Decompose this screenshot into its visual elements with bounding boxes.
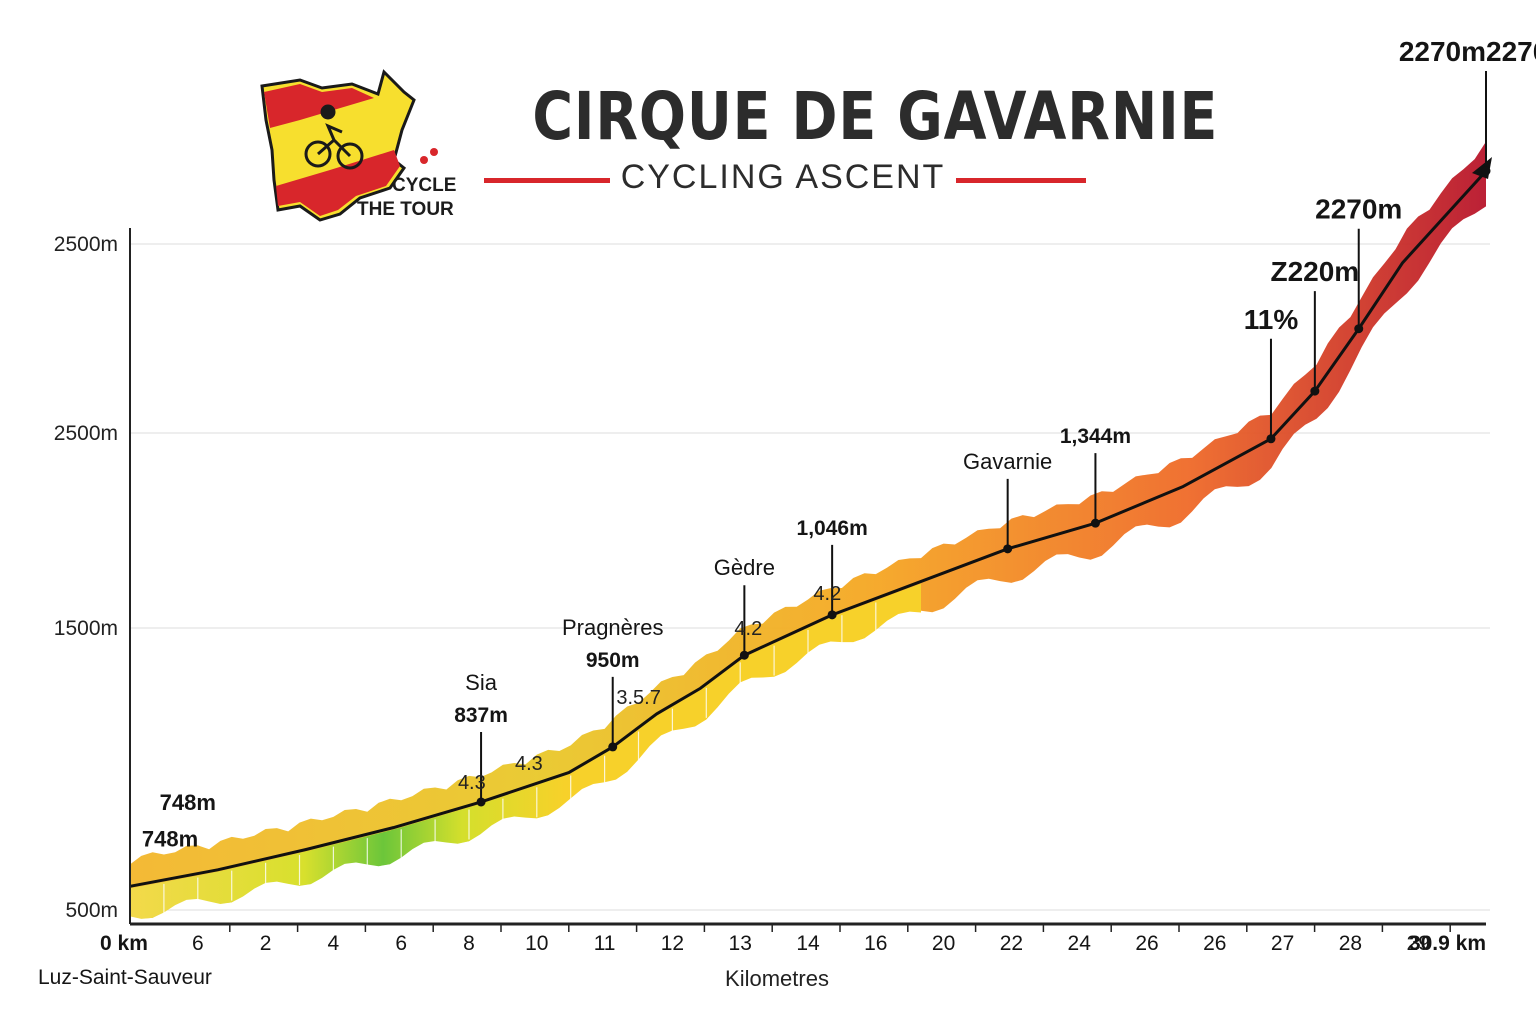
chart-title: CIRQUE DE GAVARNIE bbox=[532, 78, 1219, 155]
x-tick-label: 16 bbox=[864, 932, 887, 955]
subtitle-rule-right bbox=[956, 178, 1086, 183]
gradient-band bbox=[130, 583, 921, 919]
route-dot-icon bbox=[420, 156, 428, 164]
x-tick-label: 0 km bbox=[100, 932, 148, 955]
x-tick-label: 14 bbox=[796, 932, 820, 955]
waypoint-elevation-label: 2270m bbox=[1315, 194, 1402, 225]
x-tick-label: 10 bbox=[525, 932, 548, 955]
x-tick-label: 27 bbox=[1271, 932, 1294, 955]
waypoint-elevation-label: 837m bbox=[454, 704, 508, 727]
waypoint-dot bbox=[1090, 518, 1100, 528]
gradient-label: 3.5.7 bbox=[616, 687, 660, 709]
subtitle-rule-left bbox=[484, 178, 610, 183]
waypoint-dot bbox=[476, 797, 486, 807]
x-tick-label: 26 bbox=[1135, 932, 1158, 955]
x-tick-label: 26 bbox=[1203, 932, 1226, 955]
waypoint-callout: Gèdre bbox=[714, 555, 775, 660]
y-tick-label: 2500m bbox=[54, 233, 118, 256]
waypoint-elevation-label: 1,046m bbox=[797, 517, 868, 540]
gradient-label: 4.2 bbox=[734, 618, 762, 640]
x-tick-label: 4 bbox=[328, 932, 340, 955]
waypoint-elevation-label: 11% bbox=[1244, 304, 1299, 335]
waypoint-elevation-label: 748m bbox=[160, 790, 216, 815]
y-tick-label: 2500m bbox=[54, 422, 118, 445]
waypoint-dot bbox=[1354, 324, 1364, 334]
spain-map-stripe-bottom bbox=[276, 150, 400, 216]
x-tick-label: 12 bbox=[661, 932, 684, 955]
waypoint-callout: 950m Pragnères bbox=[562, 615, 664, 752]
waypoint-callout: 748m bbox=[160, 790, 216, 815]
waypoint-elevation-label: Z220m bbox=[1270, 256, 1359, 287]
gradient-label: 4.2 bbox=[813, 583, 841, 605]
x-tick-label: 30.9 km bbox=[1409, 932, 1486, 955]
spain-map-stripe-top bbox=[264, 84, 374, 128]
waypoint-callout: Z220m bbox=[1270, 256, 1359, 396]
waypoint-dot bbox=[1003, 544, 1013, 554]
waypoint-callout: Gavarnie bbox=[963, 449, 1052, 554]
x-tick-label: 6 bbox=[192, 932, 204, 955]
x-tick-label: 6 bbox=[395, 932, 407, 955]
y-tick-label: 1500m bbox=[54, 617, 118, 640]
start-location-label: Luz-Saint-Sauveur bbox=[38, 966, 212, 989]
x-tick-label: 11 bbox=[594, 932, 616, 955]
waypoint-elevation-label: 748m bbox=[142, 826, 198, 851]
gradient-label: 4.3 bbox=[515, 753, 543, 775]
waypoint-dot bbox=[827, 610, 837, 620]
waypoint-callout: 837m Sia bbox=[454, 670, 508, 807]
waypoint-callout: 748m bbox=[142, 826, 198, 851]
waypoint-name-label: Gèdre bbox=[714, 555, 775, 580]
cyclist-icon bbox=[304, 104, 364, 170]
route-dot-icon bbox=[430, 148, 438, 156]
waypoint-callout: 1,046m bbox=[797, 517, 868, 620]
x-tick-label: 29 bbox=[1407, 932, 1430, 955]
waypoint-dot bbox=[739, 650, 749, 660]
y-tick-label: 500m bbox=[65, 899, 118, 922]
waypoint-dot bbox=[1310, 386, 1320, 396]
x-tick-label: 22 bbox=[1000, 932, 1023, 955]
x-tick-label: 20 bbox=[932, 932, 955, 955]
waypoint-dot bbox=[608, 742, 618, 752]
waypoint-name-label: Pragnères bbox=[562, 615, 664, 640]
waypoint-callout: 1,344m bbox=[1060, 425, 1131, 528]
x-tick-label: 13 bbox=[729, 932, 752, 955]
waypoint-name-label: Sia bbox=[465, 670, 498, 695]
profile-ribbon bbox=[130, 141, 1486, 919]
logo-text-line1: CYCLE bbox=[392, 175, 457, 196]
x-axis-title: Kilometres bbox=[725, 966, 829, 991]
waypoint-callout: 2270m bbox=[1315, 194, 1402, 334]
chart-subtitle: CYCLING ASCENT bbox=[620, 158, 946, 196]
logo-text-line2: THE TOUR bbox=[357, 199, 454, 220]
x-tick-label: 28 bbox=[1339, 932, 1362, 955]
x-tick-label: 8 bbox=[463, 932, 475, 955]
waypoint-dot bbox=[1481, 166, 1491, 176]
x-tick-label: 2 bbox=[260, 932, 272, 955]
waypoint-name-label: Gavarnie bbox=[963, 449, 1052, 474]
cycle-the-tour-logo bbox=[260, 69, 438, 222]
waypoint-elevation-label: 1,344m bbox=[1060, 425, 1131, 448]
gradient-label: 4.3 bbox=[458, 772, 486, 794]
waypoint-dot bbox=[1266, 434, 1276, 444]
waypoint-callout: 11% bbox=[1244, 304, 1299, 444]
x-tick-label: 24 bbox=[1068, 932, 1092, 955]
waypoint-elevation-label: 950m bbox=[586, 649, 640, 672]
